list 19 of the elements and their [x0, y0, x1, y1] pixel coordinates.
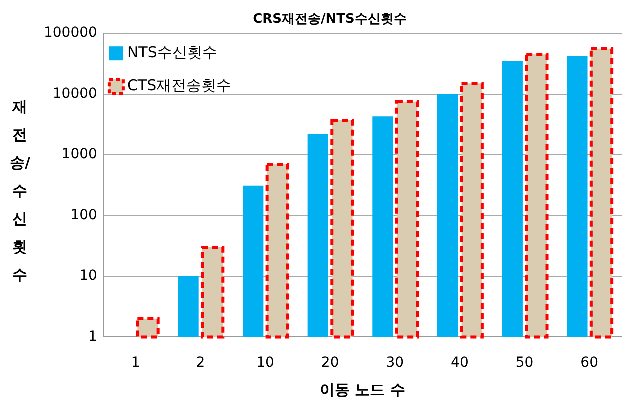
- y-tick-label: 10000: [52, 86, 98, 102]
- chart-title: CRS재전송/NTS수신횟수: [253, 12, 407, 28]
- legend-label: NTS수신횟수: [127, 43, 218, 62]
- x-tick-label: 50: [516, 355, 534, 372]
- x-tick-label: 20: [321, 355, 340, 372]
- y-axis-title: 재전송/수신횟수: [10, 97, 30, 286]
- y-tick-label: 100000: [44, 25, 98, 42]
- y-tick-label: 1000: [62, 146, 98, 163]
- x-tick-label: 10: [256, 355, 274, 372]
- x-axis-title: 이동 노드 수: [320, 380, 406, 399]
- x-tick-label: 1: [131, 355, 140, 372]
- legend-label: CTS재전송횟수: [127, 76, 232, 94]
- x-tick-label: 40: [451, 355, 469, 372]
- y-tick-label: 10: [80, 268, 98, 284]
- y-tick-label: 100: [70, 207, 98, 224]
- y-tick-label: 1: [88, 328, 98, 345]
- x-tick-label: 2: [196, 355, 206, 372]
- x-tick-label: 60: [580, 355, 599, 372]
- x-tick-label: 30: [386, 355, 404, 372]
